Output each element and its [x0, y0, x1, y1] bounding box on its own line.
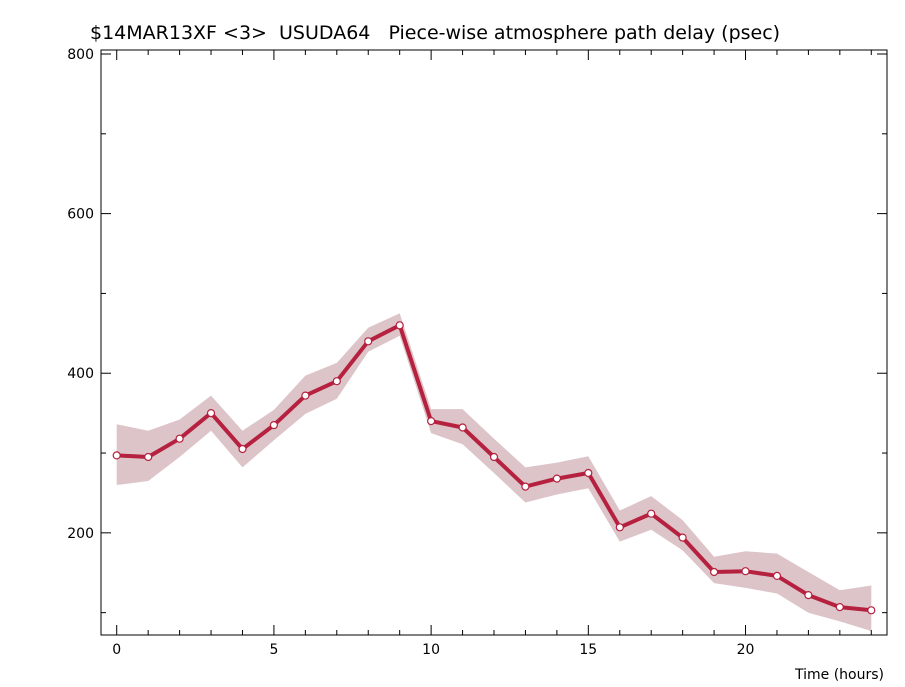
x-axis-label: Time (hours) — [794, 667, 884, 683]
chart-title: $14MAR13XF <3> USUDA64 Piece-wise atmosp… — [90, 22, 780, 44]
y-tick-label: 400 — [67, 366, 94, 382]
x-tick-label: 5 — [269, 642, 278, 658]
data-point — [175, 434, 184, 443]
data-point — [867, 606, 876, 615]
y-tick-label: 200 — [67, 526, 94, 542]
plot-frame — [100, 49, 888, 636]
error-band — [116, 313, 872, 631]
data-point — [521, 482, 530, 491]
data-point — [552, 474, 562, 483]
axis-ticks — [101, 50, 887, 635]
data-point — [835, 602, 844, 612]
data-point — [741, 567, 750, 576]
data-point — [584, 468, 593, 478]
x-tick-label: 0 — [112, 642, 121, 658]
data-point — [427, 417, 436, 426]
data-point — [709, 567, 719, 577]
data-point — [112, 451, 121, 460]
data-point — [238, 444, 247, 454]
y-tick-label: 800 — [67, 47, 94, 63]
y-tick-labels: 200 400 600 800 — [67, 47, 94, 542]
data-point — [364, 337, 373, 346]
data-point — [301, 391, 310, 400]
data-point — [615, 523, 624, 532]
x-tick-label: 20 — [737, 642, 755, 658]
data-points — [112, 321, 876, 615]
data-point — [647, 509, 656, 518]
x-tick-label: 15 — [579, 642, 597, 658]
y-tick-label: 600 — [67, 207, 94, 223]
data-point — [772, 571, 782, 581]
data-point — [458, 423, 467, 432]
x-tick-labels: 0 5 10 15 20 — [112, 642, 754, 658]
data-point — [269, 421, 278, 430]
data-point — [489, 452, 499, 462]
data-point — [206, 409, 216, 418]
data-point — [332, 377, 341, 386]
data-point — [144, 452, 153, 462]
x-tick-label: 10 — [422, 642, 440, 658]
data-point — [678, 533, 687, 542]
data-point — [804, 590, 813, 600]
data-point — [395, 321, 404, 330]
error-band-area — [116, 313, 872, 631]
